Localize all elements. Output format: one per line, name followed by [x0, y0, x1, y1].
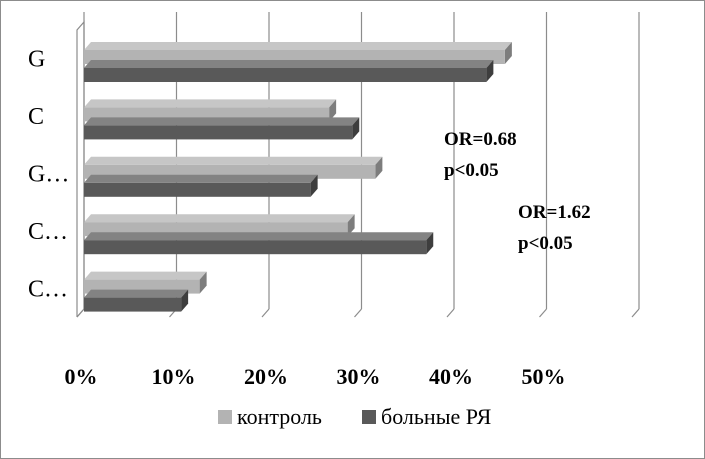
- bar: [84, 174, 318, 197]
- x-tick-label: 20%: [244, 364, 288, 389]
- bar-front: [84, 68, 487, 82]
- legend-swatch-control: [218, 410, 232, 424]
- bar-side: [199, 271, 207, 294]
- bar-top: [84, 232, 434, 241]
- bar-side: [352, 117, 360, 140]
- bar-side: [329, 99, 337, 122]
- gridline-foot: [354, 308, 362, 318]
- annotation-or-162: OR=1.62 p<0.05: [518, 202, 591, 254]
- x-tick-labels: 0% 10% 20% 30% 40% 50%: [65, 364, 566, 389]
- axis-wall: [76, 20, 85, 317]
- bar-front: [84, 125, 353, 140]
- x-tick-label: 30%: [337, 364, 381, 389]
- bar-front: [84, 240, 427, 255]
- bar-top: [84, 214, 355, 223]
- category-label: C…: [28, 219, 68, 245]
- annotation-line: OR=0.68: [444, 129, 517, 150]
- category-label: G…: [28, 162, 69, 188]
- bar: [84, 289, 189, 312]
- gridline-foot: [446, 308, 455, 318]
- bar-top: [84, 174, 318, 183]
- bar-top: [84, 99, 337, 108]
- bar: [84, 60, 494, 82]
- gridline-foot: [76, 308, 85, 318]
- category-label: G: [28, 47, 45, 73]
- bar-top: [84, 60, 494, 68]
- category-labels: G C G… C… C…: [28, 47, 69, 303]
- x-tick-label: 40%: [429, 364, 473, 389]
- bar: [84, 232, 434, 255]
- bar-top: [84, 271, 207, 280]
- annotation-line: OR=1.62: [518, 202, 591, 223]
- legend-item-control: контроль: [218, 404, 322, 429]
- bar-top: [84, 156, 383, 165]
- legend-label-patients: больные РЯ: [381, 404, 492, 429]
- bar-top: [84, 117, 360, 126]
- x-tick-label: 10%: [152, 364, 196, 389]
- annotation-line: p<0.05: [444, 160, 499, 181]
- bar-side: [486, 60, 494, 82]
- gridline-foot: [539, 308, 547, 318]
- bar-side: [310, 174, 318, 197]
- legend-item-patients: больные РЯ: [362, 404, 492, 429]
- bar-front: [84, 182, 311, 197]
- bar-side: [181, 289, 189, 312]
- category-label: C: [28, 104, 44, 130]
- annotation-line: p<0.05: [518, 233, 573, 254]
- legend-label-control: контроль: [237, 404, 322, 429]
- bars: [84, 42, 512, 312]
- x-tick-label: 0%: [65, 364, 98, 389]
- bar-side: [504, 42, 512, 64]
- bar-side: [375, 156, 383, 179]
- category-label: C…: [28, 276, 68, 302]
- legend: контроль больные РЯ: [218, 404, 492, 429]
- legend-swatch-patients: [362, 410, 376, 424]
- gridline-foot: [631, 308, 640, 318]
- bar-front: [84, 297, 182, 312]
- bar-top: [84, 42, 512, 50]
- bar-top: [84, 289, 189, 298]
- bar-side: [426, 232, 434, 255]
- chart-walls: [76, 20, 85, 318]
- bar: [84, 117, 360, 140]
- x-tick-label: 50%: [522, 364, 566, 389]
- gridline-foot: [261, 308, 270, 318]
- bar-side: [347, 214, 355, 237]
- annotation-or-068: OR=0.68 p<0.05: [444, 129, 517, 181]
